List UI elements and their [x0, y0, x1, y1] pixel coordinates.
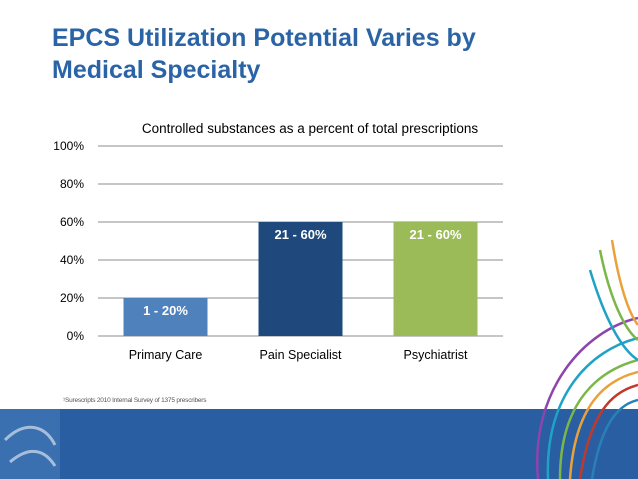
y-tick-label: 0% — [67, 329, 85, 343]
y-tick-label: 40% — [60, 253, 84, 267]
footer-logo-panel — [0, 409, 60, 479]
bar — [393, 222, 478, 336]
footer-band — [0, 409, 638, 479]
data-label: 21 - 60% — [274, 227, 326, 242]
bar — [123, 298, 208, 336]
y-tick-label: 80% — [60, 177, 84, 191]
y-tick-label: 20% — [60, 291, 84, 305]
x-tick-label: Psychiatrist — [404, 348, 468, 362]
bar — [258, 222, 343, 336]
y-tick-label: 100% — [53, 139, 84, 153]
data-label: 1 - 20% — [143, 303, 188, 318]
chart-title: Controlled substances as a percent of to… — [141, 121, 479, 136]
x-tick-label: Primary Care — [129, 348, 203, 362]
y-tick-label: 60% — [60, 215, 84, 229]
x-tick-label: Pain Specialist — [260, 348, 343, 362]
data-label: 21 - 60% — [409, 227, 461, 242]
slide-title: EPCS Utilization Potential Varies by Med… — [52, 24, 476, 84]
footnote: ¹Surescripts 2010 Internal Survey of 137… — [63, 397, 207, 404]
